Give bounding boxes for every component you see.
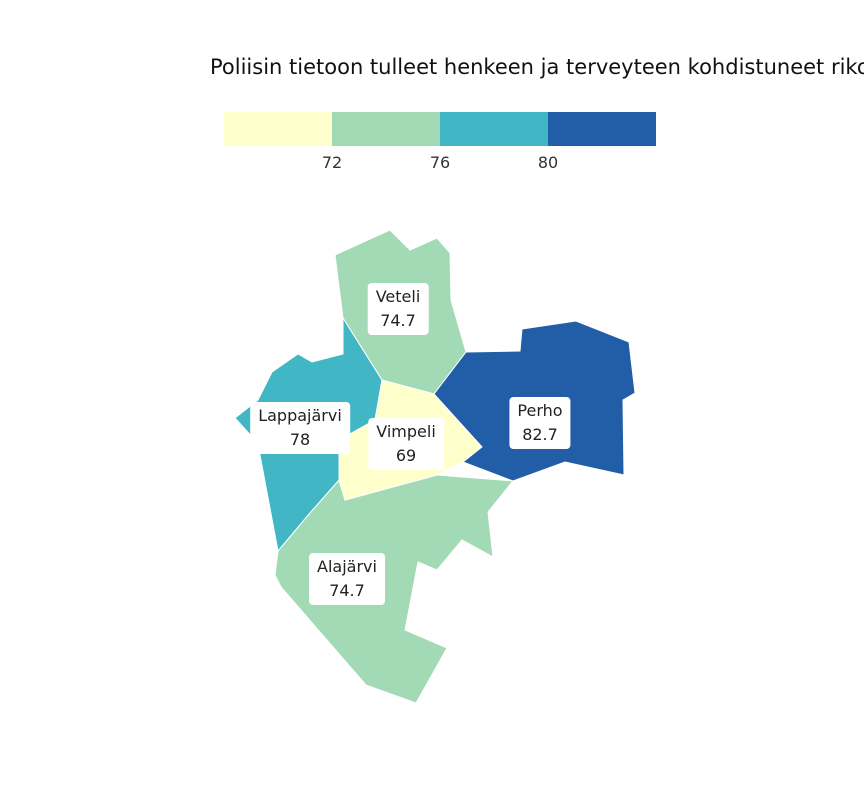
region-value: 69 [395, 446, 417, 465]
region-name: Vimpeli [376, 422, 436, 441]
legend-swatch-1 [224, 112, 332, 146]
region-alajarvi[interactable] [274, 474, 514, 704]
legend-swatch-3 [440, 112, 548, 146]
region-label-veteli: Veteli 74.7 [367, 283, 429, 335]
region-label-vimpeli: Vimpeli 69 [368, 418, 444, 470]
region-name: Alajärvi [317, 557, 377, 576]
region-label-perho: Perho 82.7 [509, 397, 571, 449]
region-name: Lappajärvi [258, 406, 342, 425]
legend-tick-72: 72 [321, 153, 343, 172]
region-name: Veteli [375, 287, 421, 306]
map-title: Poliisin tietoon tulleet henkeen ja terv… [210, 55, 864, 79]
region-label-alajarvi: Alajärvi 74.7 [309, 553, 385, 605]
legend-tick-80: 80 [537, 153, 559, 172]
region-name: Perho [517, 401, 563, 420]
legend-swatch-2 [332, 112, 440, 146]
region-value: 78 [289, 430, 311, 449]
region-value: 74.7 [380, 311, 416, 330]
legend-tick-76: 76 [429, 153, 451, 172]
region-value: 74.7 [329, 581, 365, 600]
legend-swatch-4 [548, 112, 656, 146]
region-value: 82.7 [522, 425, 558, 444]
color-legend [224, 112, 656, 146]
region-label-lappajarvi: Lappajärvi 78 [250, 402, 350, 454]
